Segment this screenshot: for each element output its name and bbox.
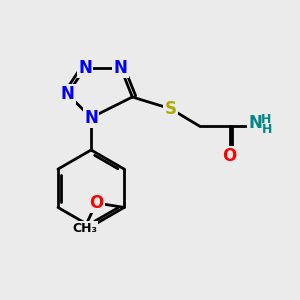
- Text: O: O: [222, 147, 237, 165]
- Text: N: N: [84, 109, 98, 127]
- Text: N: N: [61, 85, 74, 103]
- Text: H: H: [261, 112, 272, 126]
- Text: N: N: [114, 58, 128, 76]
- Text: O: O: [89, 194, 103, 212]
- Text: CH₃: CH₃: [72, 221, 97, 235]
- Text: N: N: [248, 115, 262, 133]
- Text: H: H: [262, 123, 272, 136]
- Text: N: N: [78, 58, 92, 76]
- Text: S: S: [165, 100, 177, 118]
